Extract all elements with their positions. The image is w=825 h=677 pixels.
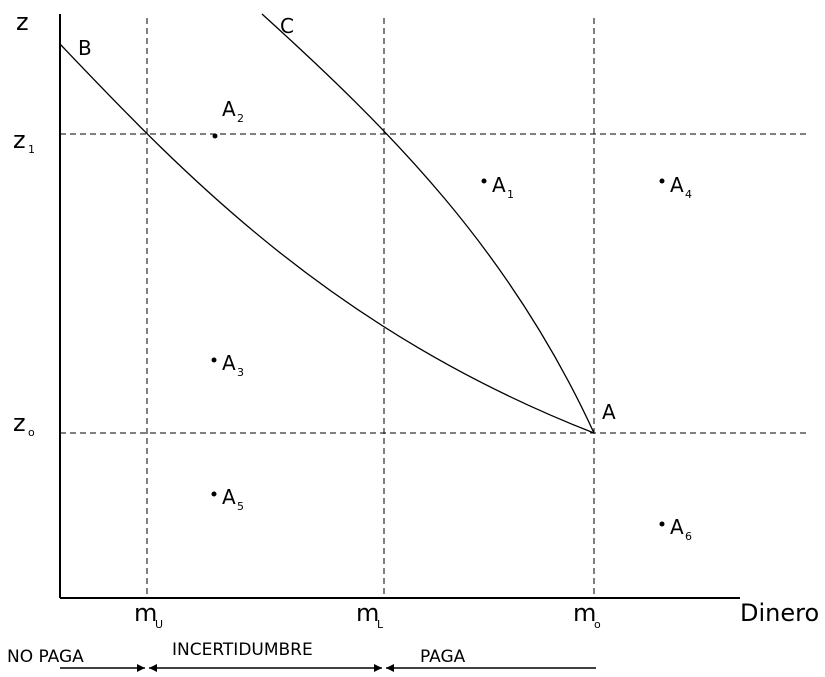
curve-b-label: B [78, 36, 92, 60]
svg-text:A: A [670, 173, 684, 197]
point-a5: A 5 [211, 485, 244, 513]
region-incertidumbre-label: INCERTIDUMBRE [172, 640, 313, 660]
x-axis-label: Dinero [740, 599, 819, 627]
x-tick-mo: m o [573, 599, 601, 631]
svg-text:m: m [134, 599, 157, 627]
svg-text:1: 1 [28, 143, 35, 156]
region-no-paga-label: NO PAGA [7, 647, 84, 667]
y-axis-label: z [16, 8, 29, 36]
point-a4: A 4 [659, 173, 692, 201]
point-a2: A 2 [212, 97, 244, 139]
region-paga-label: PAGA [420, 647, 466, 667]
svg-text:U: U [155, 618, 163, 631]
svg-text:3: 3 [237, 366, 244, 379]
curve-c [261, 13, 595, 434]
svg-text:A: A [670, 515, 684, 539]
svg-text:z: z [13, 126, 26, 154]
svg-text:z: z [13, 409, 26, 437]
svg-text:A: A [222, 351, 236, 375]
point-a-label: A [602, 400, 616, 424]
x-tick-ml: m L [356, 599, 384, 631]
svg-text:5: 5 [237, 500, 244, 513]
svg-text:2: 2 [237, 112, 244, 125]
svg-text:1: 1 [507, 188, 514, 201]
y-tick-z1: z 1 [13, 126, 35, 156]
svg-text:A: A [492, 173, 506, 197]
svg-text:o: o [594, 618, 601, 631]
svg-text:A: A [222, 485, 236, 509]
y-tick-zo: z o [13, 409, 35, 439]
svg-text:4: 4 [685, 188, 692, 201]
point-a3: A 3 [211, 351, 244, 379]
svg-text:o: o [28, 426, 35, 439]
svg-text:m: m [356, 599, 379, 627]
point-a6: A 6 [659, 515, 692, 543]
svg-text:A: A [222, 97, 236, 121]
curve-c-label: C [280, 14, 294, 38]
x-tick-mu: m U [134, 599, 163, 631]
svg-text:6: 6 [685, 530, 692, 543]
svg-text:L: L [377, 618, 384, 631]
svg-text:m: m [573, 599, 596, 627]
point-a1: A 1 [481, 173, 514, 201]
curve-b [59, 43, 595, 434]
